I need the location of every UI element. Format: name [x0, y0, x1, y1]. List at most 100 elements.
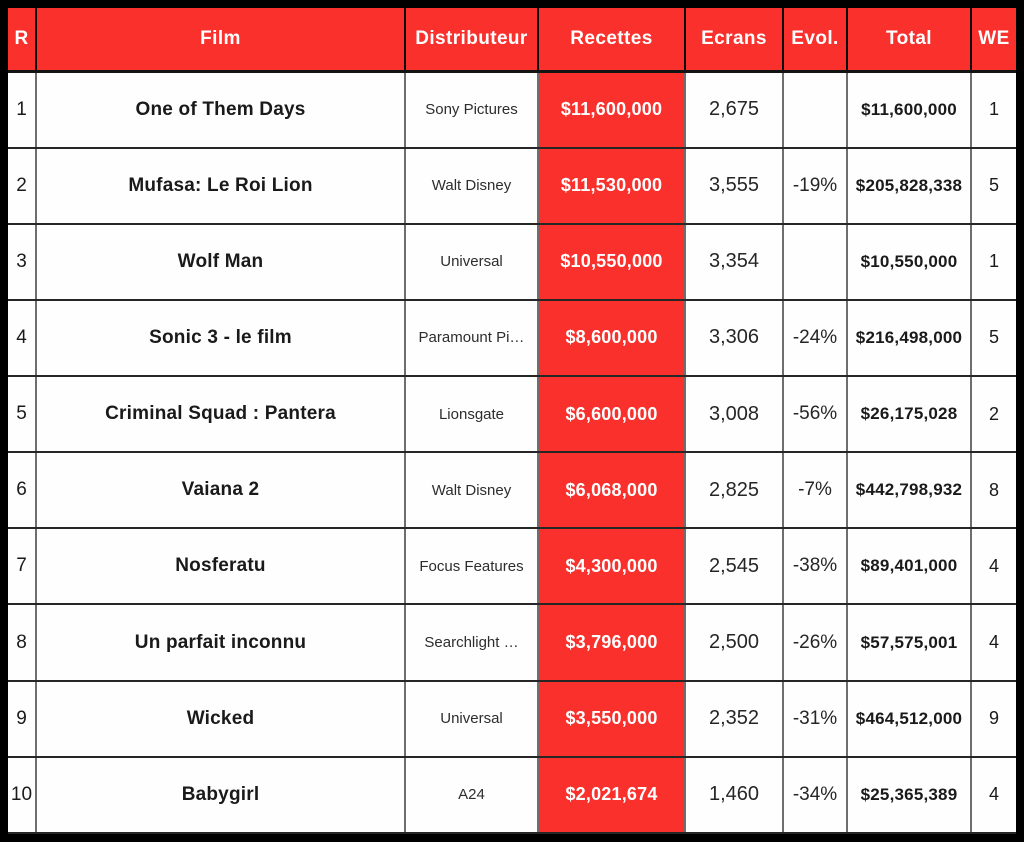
film-cell: Babygirl	[35, 755, 406, 835]
header-distributor: Distributeur	[404, 8, 539, 73]
total-cell: $216,498,000	[846, 298, 972, 378]
table-row: 4 Sonic 3 - le film Paramount Pi… $8,600…	[8, 298, 1016, 378]
screens-cell: 2,500	[684, 603, 784, 682]
evolution-cell: -34%	[782, 755, 848, 835]
table-row: 8 Un parfait inconnu Searchlight … $3,79…	[8, 603, 1016, 682]
box-office-table: R Film Distributeur Recettes Ecrans Evol…	[8, 8, 1016, 835]
evolution-cell: -7%	[782, 451, 848, 530]
distributor-cell: Paramount Pi…	[404, 298, 539, 378]
total-cell: $25,365,389	[846, 755, 972, 835]
revenue-cell: $3,550,000	[537, 679, 686, 758]
screens-cell: 2,545	[684, 527, 784, 606]
film-cell: Criminal Squad : Pantera	[35, 375, 406, 454]
revenue-cell: $2,021,674	[537, 755, 686, 835]
weekend-cell: 4	[970, 755, 1016, 835]
total-cell: $464,512,000	[846, 679, 972, 758]
revenue-cell: $11,530,000	[537, 146, 686, 225]
evolution-cell	[782, 70, 848, 149]
rank-cell: 9	[8, 679, 37, 758]
rank-cell: 8	[8, 603, 37, 682]
distributor-cell: Walt Disney	[404, 146, 539, 225]
distributor-cell: Lionsgate	[404, 375, 539, 454]
weekend-cell: 4	[970, 603, 1016, 682]
total-cell: $89,401,000	[846, 527, 972, 606]
table-row: 9 Wicked Universal $3,550,000 2,352 -31%…	[8, 679, 1016, 758]
film-cell: Nosferatu	[35, 527, 406, 606]
table-row: 6 Vaiana 2 Walt Disney $6,068,000 2,825 …	[8, 451, 1016, 530]
distributor-cell: Universal	[404, 222, 539, 301]
weekend-cell: 8	[970, 451, 1016, 530]
header-evolution: Evol.	[782, 8, 848, 73]
film-cell: One of Them Days	[35, 70, 406, 149]
total-cell: $26,175,028	[846, 375, 972, 454]
revenue-cell: $4,300,000	[537, 527, 686, 606]
table-header: R Film Distributeur Recettes Ecrans Evol…	[8, 8, 1016, 73]
rank-cell: 3	[8, 222, 37, 301]
revenue-cell: $8,600,000	[537, 298, 686, 378]
screens-cell: 2,675	[684, 70, 784, 149]
table-row: 7 Nosferatu Focus Features $4,300,000 2,…	[8, 527, 1016, 606]
evolution-cell: -56%	[782, 375, 848, 454]
weekend-cell: 4	[970, 527, 1016, 606]
screens-cell: 3,555	[684, 146, 784, 225]
header-total: Total	[846, 8, 972, 73]
header-weekend: WE	[970, 8, 1016, 73]
distributor-cell: Walt Disney	[404, 451, 539, 530]
revenue-cell: $3,796,000	[537, 603, 686, 682]
revenue-cell: $6,600,000	[537, 375, 686, 454]
header-rank: R	[8, 8, 37, 73]
total-cell: $11,600,000	[846, 70, 972, 149]
screens-cell: 3,354	[684, 222, 784, 301]
header-revenue: Recettes	[537, 8, 686, 73]
evolution-cell: -31%	[782, 679, 848, 758]
evolution-cell: -38%	[782, 527, 848, 606]
distributor-cell: Universal	[404, 679, 539, 758]
weekend-cell: 2	[970, 375, 1016, 454]
revenue-cell: $6,068,000	[537, 451, 686, 530]
header-film: Film	[35, 8, 406, 73]
weekend-cell: 9	[970, 679, 1016, 758]
screens-cell: 3,306	[684, 298, 784, 378]
total-cell: $442,798,932	[846, 451, 972, 530]
screens-cell: 3,008	[684, 375, 784, 454]
rank-cell: 2	[8, 146, 37, 225]
film-cell: Mufasa: Le Roi Lion	[35, 146, 406, 225]
rank-cell: 6	[8, 451, 37, 530]
table-row: 2 Mufasa: Le Roi Lion Walt Disney $11,53…	[8, 146, 1016, 225]
distributor-cell: Sony Pictures	[404, 70, 539, 149]
total-cell: $10,550,000	[846, 222, 972, 301]
table-row: 10 Babygirl A24 $2,021,674 1,460 -34% $2…	[8, 755, 1016, 835]
film-cell: Sonic 3 - le film	[35, 298, 406, 378]
distributor-cell: Focus Features	[404, 527, 539, 606]
rank-cell: 10	[8, 755, 37, 835]
table-row: 5 Criminal Squad : Pantera Lionsgate $6,…	[8, 375, 1016, 454]
rank-cell: 5	[8, 375, 37, 454]
rank-cell: 4	[8, 298, 37, 378]
evolution-cell	[782, 222, 848, 301]
revenue-cell: $11,600,000	[537, 70, 686, 149]
evolution-cell: -19%	[782, 146, 848, 225]
film-cell: Vaiana 2	[35, 451, 406, 530]
weekend-cell: 5	[970, 146, 1016, 225]
evolution-cell: -26%	[782, 603, 848, 682]
distributor-cell: Searchlight …	[404, 603, 539, 682]
rank-cell: 1	[8, 70, 37, 149]
header-screens: Ecrans	[684, 8, 784, 73]
table-row: 3 Wolf Man Universal $10,550,000 3,354 $…	[8, 222, 1016, 301]
header-row: R Film Distributeur Recettes Ecrans Evol…	[8, 8, 1016, 73]
revenue-cell: $10,550,000	[537, 222, 686, 301]
film-cell: Wolf Man	[35, 222, 406, 301]
film-cell: Un parfait inconnu	[35, 603, 406, 682]
distributor-cell: A24	[404, 755, 539, 835]
weekend-cell: 5	[970, 298, 1016, 378]
table-body: 1 One of Them Days Sony Pictures $11,600…	[8, 70, 1016, 835]
table-row: 1 One of Them Days Sony Pictures $11,600…	[8, 70, 1016, 149]
evolution-cell: -24%	[782, 298, 848, 378]
total-cell: $205,828,338	[846, 146, 972, 225]
film-cell: Wicked	[35, 679, 406, 758]
screens-cell: 2,825	[684, 451, 784, 530]
total-cell: $57,575,001	[846, 603, 972, 682]
weekend-cell: 1	[970, 222, 1016, 301]
screens-cell: 1,460	[684, 755, 784, 835]
